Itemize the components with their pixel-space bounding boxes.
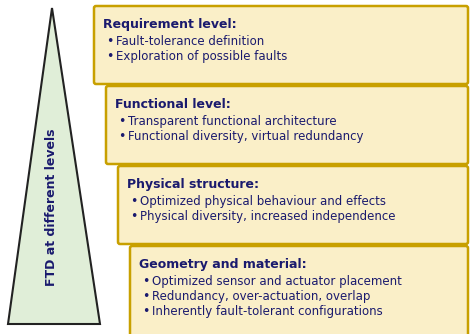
- Text: •: •: [142, 275, 149, 288]
- Text: •: •: [106, 50, 113, 63]
- FancyBboxPatch shape: [118, 166, 468, 244]
- Text: Transparent functional architecture: Transparent functional architecture: [128, 115, 337, 128]
- Text: Exploration of possible faults: Exploration of possible faults: [116, 50, 287, 63]
- Text: •: •: [142, 290, 149, 303]
- FancyBboxPatch shape: [106, 86, 468, 164]
- Text: Physical diversity, increased independence: Physical diversity, increased independen…: [140, 210, 395, 223]
- Text: Optimized sensor and actuator placement: Optimized sensor and actuator placement: [152, 275, 402, 288]
- Text: •: •: [130, 195, 137, 208]
- FancyBboxPatch shape: [130, 246, 468, 334]
- FancyBboxPatch shape: [94, 6, 468, 84]
- Text: •: •: [118, 115, 126, 128]
- Polygon shape: [8, 8, 100, 324]
- Text: Fault-tolerance definition: Fault-tolerance definition: [116, 35, 264, 48]
- Text: •: •: [142, 305, 149, 318]
- Text: FTD at different levels: FTD at different levels: [46, 128, 58, 286]
- Text: Physical structure:: Physical structure:: [127, 178, 259, 191]
- Text: Functional level:: Functional level:: [115, 98, 231, 111]
- Text: Optimized physical behaviour and effects: Optimized physical behaviour and effects: [140, 195, 386, 208]
- Text: Functional diversity, virtual redundancy: Functional diversity, virtual redundancy: [128, 130, 364, 143]
- Text: Requirement level:: Requirement level:: [103, 18, 237, 31]
- Text: Inherently fault-tolerant configurations: Inherently fault-tolerant configurations: [152, 305, 383, 318]
- Text: •: •: [106, 35, 113, 48]
- Text: •: •: [130, 210, 137, 223]
- Text: Redundancy, over-actuation, overlap: Redundancy, over-actuation, overlap: [152, 290, 370, 303]
- Text: Geometry and material:: Geometry and material:: [139, 258, 307, 271]
- Text: •: •: [118, 130, 126, 143]
